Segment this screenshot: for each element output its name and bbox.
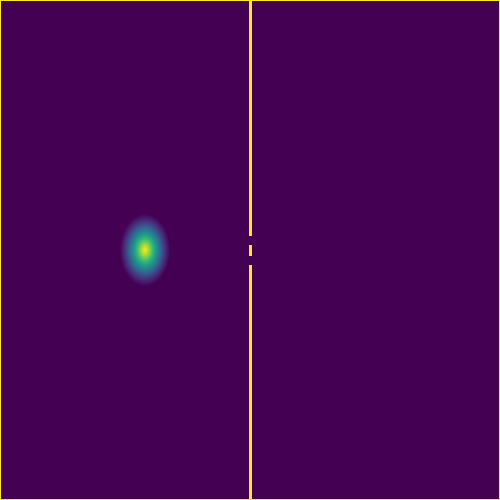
gaussian-spot <box>120 214 170 286</box>
divider-line-top <box>249 0 252 236</box>
divider-line-bottom <box>249 265 252 500</box>
divider-line-middle <box>249 245 252 256</box>
